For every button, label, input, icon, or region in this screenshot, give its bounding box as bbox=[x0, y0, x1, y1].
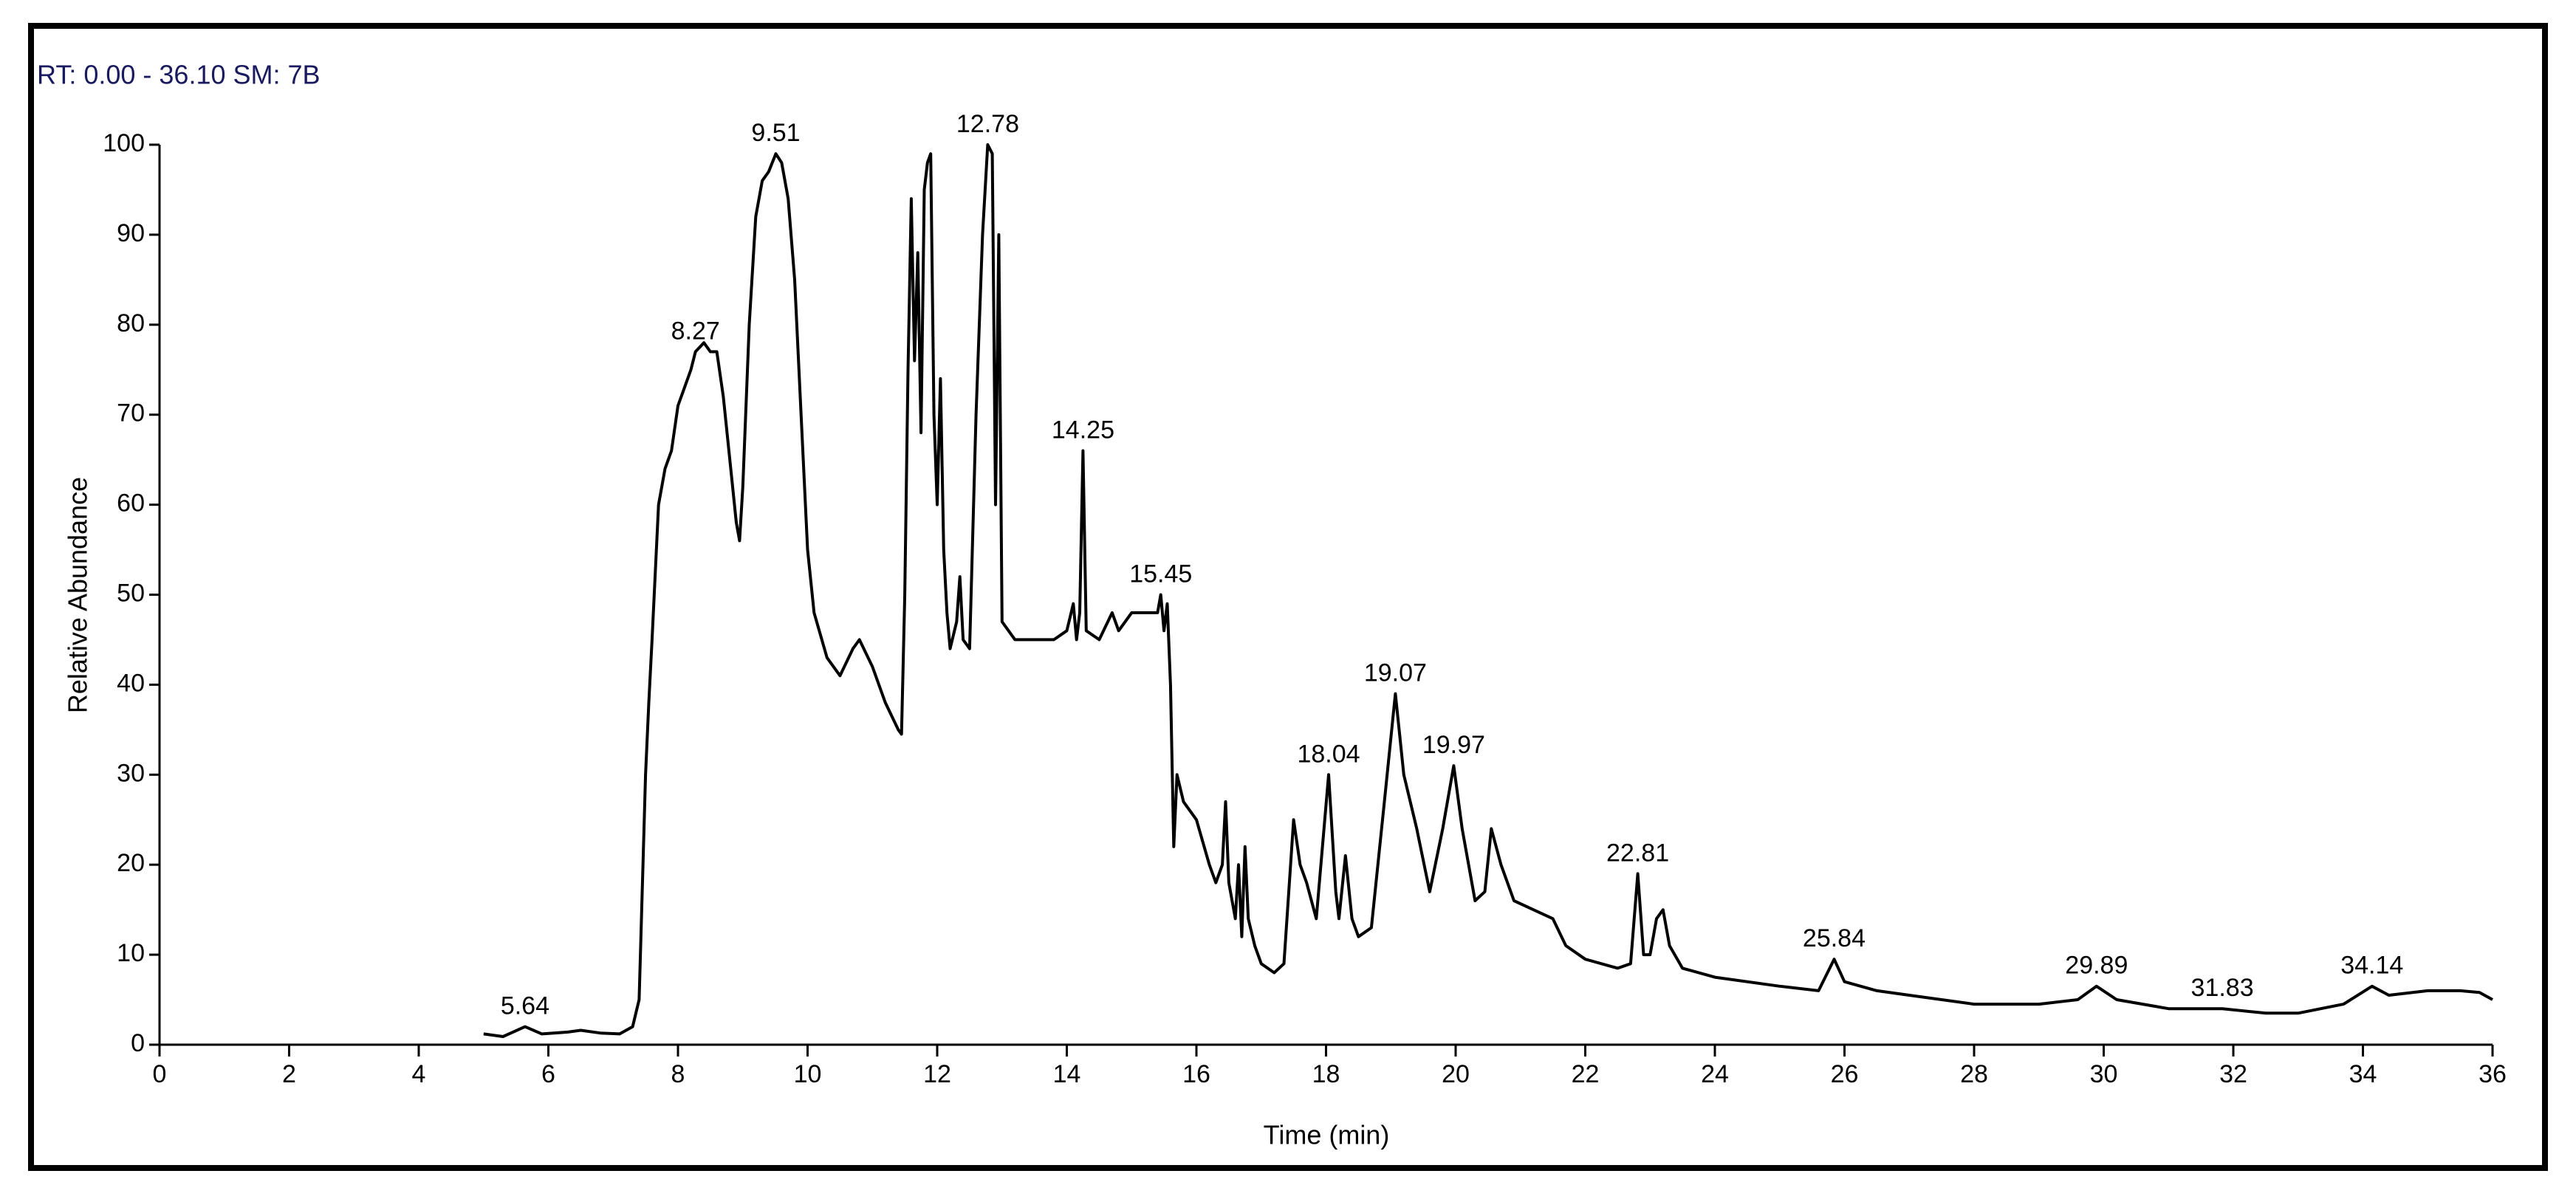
peak-label: 19.97 bbox=[1422, 731, 1485, 759]
peak-label: 25.84 bbox=[1803, 924, 1866, 952]
peak-label: 8.27 bbox=[671, 317, 720, 345]
x-tick-label: 20 bbox=[1442, 1060, 1470, 1088]
x-tick-label: 14 bbox=[1053, 1060, 1081, 1088]
x-tick-label: 16 bbox=[1182, 1060, 1210, 1088]
x-tick-label: 34 bbox=[2349, 1060, 2377, 1088]
x-tick-label: 10 bbox=[794, 1060, 822, 1088]
y-tick-label: 30 bbox=[117, 759, 145, 787]
y-tick-label: 90 bbox=[117, 219, 145, 247]
peak-label: 34.14 bbox=[2340, 952, 2403, 980]
peak-label: 12.78 bbox=[956, 110, 1019, 138]
peak-label: 14.25 bbox=[1052, 416, 1114, 444]
x-tick-label: 8 bbox=[671, 1060, 685, 1088]
peak-label: 31.83 bbox=[2191, 974, 2254, 1002]
y-tick-label: 100 bbox=[103, 129, 145, 157]
x-tick-label: 0 bbox=[153, 1060, 167, 1088]
x-tick-label: 4 bbox=[412, 1060, 426, 1088]
x-tick-label: 26 bbox=[1831, 1060, 1859, 1088]
x-tick-label: 28 bbox=[1960, 1060, 1988, 1088]
y-tick-label: 70 bbox=[117, 399, 145, 427]
y-tick-label: 10 bbox=[117, 939, 145, 967]
y-tick-label: 80 bbox=[117, 309, 145, 337]
trace bbox=[483, 143, 2493, 1038]
peak-label: 18.04 bbox=[1297, 740, 1360, 768]
x-tick-label: 18 bbox=[1312, 1060, 1340, 1088]
x-tick-label: 22 bbox=[1572, 1060, 1600, 1088]
x-tick-label: 6 bbox=[541, 1060, 555, 1088]
y-tick-label: 50 bbox=[117, 579, 145, 607]
peak-label: 29.89 bbox=[2065, 952, 2128, 980]
x-tick-label: 24 bbox=[1701, 1060, 1729, 1088]
x-tick-label: 36 bbox=[2479, 1060, 2507, 1088]
x-axis-label: Time (min) bbox=[1264, 1120, 1390, 1150]
y-axis-label: Relative Abundance bbox=[63, 477, 93, 713]
y-tick-label: 40 bbox=[117, 669, 145, 697]
x-tick-label: 32 bbox=[2219, 1060, 2247, 1088]
peak-label: 9.51 bbox=[751, 119, 800, 147]
y-tick-label: 0 bbox=[131, 1029, 145, 1057]
x-tick-label: 12 bbox=[923, 1060, 951, 1088]
peak-label: 15.45 bbox=[1129, 560, 1192, 588]
x-tick-label: 2 bbox=[282, 1060, 296, 1088]
y-tick-label: 20 bbox=[117, 849, 145, 877]
x-tick-label: 30 bbox=[2090, 1060, 2118, 1088]
peak-label: 19.07 bbox=[1364, 659, 1427, 687]
y-tick-label: 60 bbox=[117, 489, 145, 518]
chart-title: RT: 0.00 - 36.10 SM: 7B bbox=[37, 60, 321, 90]
peak-label: 22.81 bbox=[1606, 839, 1669, 867]
peak-label: 5.64 bbox=[501, 992, 549, 1020]
frame bbox=[28, 23, 2548, 1171]
